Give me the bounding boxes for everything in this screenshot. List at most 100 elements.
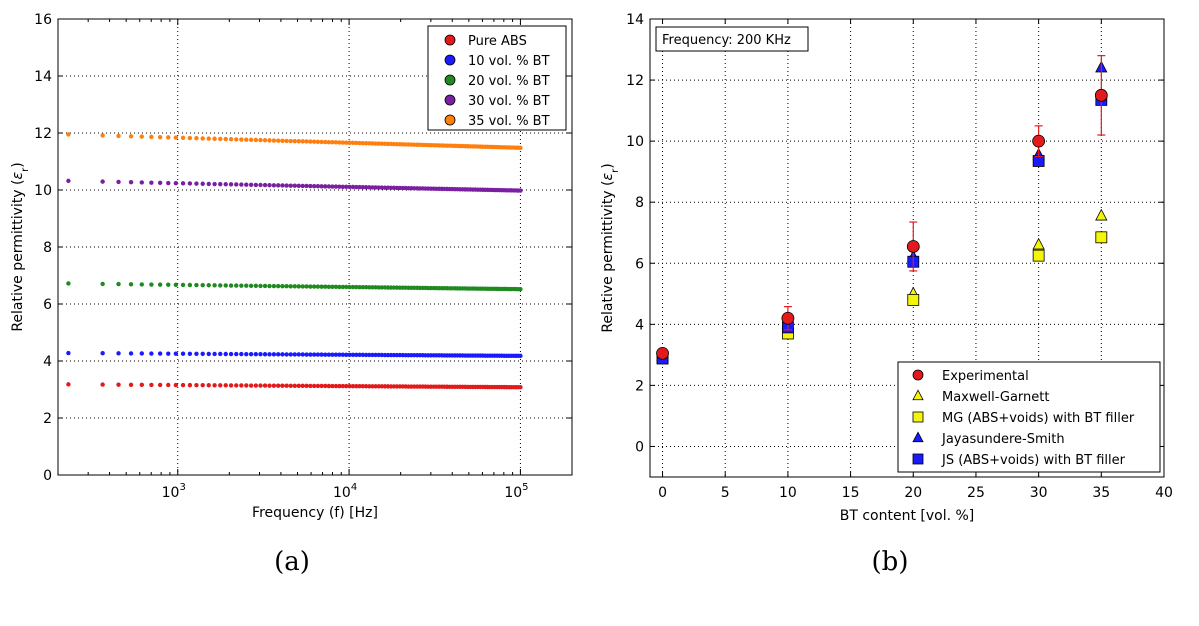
panel-a-plot-frame xyxy=(57,18,573,476)
data-point xyxy=(337,383,342,389)
data-point xyxy=(206,283,211,288)
panel-a-series-30-vol-bt xyxy=(66,178,523,193)
data-point xyxy=(100,179,105,184)
data-point xyxy=(206,351,211,357)
data-point xyxy=(276,383,281,388)
panel-b-ylabel: Relative permittivity (εr) xyxy=(600,163,621,332)
panel-b-y-tick-label: 12 xyxy=(626,73,644,89)
data-point xyxy=(518,385,523,390)
data-point xyxy=(382,384,388,389)
data-point xyxy=(258,137,263,143)
data-point xyxy=(253,383,259,388)
data-point xyxy=(518,145,523,151)
data-point xyxy=(382,185,388,190)
data-point xyxy=(239,182,244,187)
data-point xyxy=(206,136,211,141)
data-point xyxy=(367,285,372,290)
data-point xyxy=(234,182,239,187)
data-point xyxy=(244,137,249,142)
data-point xyxy=(304,139,309,144)
data-point xyxy=(367,141,372,146)
data-point xyxy=(323,139,328,145)
data-point xyxy=(323,352,328,357)
data-point xyxy=(271,352,277,357)
panel-b-x-tick-label: 30 xyxy=(1030,485,1048,501)
panel-b-series-experimental xyxy=(656,55,1108,360)
data-point xyxy=(326,184,332,189)
data-point xyxy=(200,351,205,357)
panel-b-legend-box xyxy=(897,361,1161,473)
data-point xyxy=(284,383,289,388)
data-point xyxy=(267,138,272,143)
panel-b-annotation: Frequency: 200 KHz xyxy=(655,26,809,52)
data-point xyxy=(244,283,249,288)
data-point xyxy=(330,383,335,389)
data-point xyxy=(253,283,259,289)
data-point xyxy=(518,353,523,359)
data-point xyxy=(354,383,359,389)
data-point xyxy=(344,352,349,357)
data-point xyxy=(157,134,163,140)
data-point xyxy=(315,184,321,189)
data-point xyxy=(354,284,359,290)
panel-b-ticks: 0 2 4 6 8 10 12 14 0 5 10 15 20 25 30 35 40 xyxy=(626,12,1173,501)
data-point xyxy=(288,183,293,188)
data-point xyxy=(239,351,244,357)
data-point xyxy=(344,383,349,389)
data-point xyxy=(330,140,335,145)
data-point xyxy=(244,383,249,388)
data-point xyxy=(288,383,293,388)
data-point xyxy=(296,183,301,189)
legend-label-30-vol-bt: 30 vol. % BT xyxy=(468,94,550,109)
data-point xyxy=(139,282,145,287)
data-point xyxy=(333,140,339,145)
data-point xyxy=(206,383,211,388)
data-point xyxy=(363,384,369,389)
data-point xyxy=(128,282,134,287)
data-point xyxy=(187,135,193,141)
data-point xyxy=(330,184,335,189)
panel-b-x-tick-label: 40 xyxy=(1155,485,1173,501)
panel-b-legend: Experimental Maxwell-Garnett MG (ABS+voids… xyxy=(897,361,1161,473)
data-point xyxy=(906,240,920,253)
data-point xyxy=(187,382,193,388)
data-point xyxy=(212,383,217,388)
data-point xyxy=(149,134,154,140)
data-point xyxy=(223,136,228,142)
data-point xyxy=(166,180,171,186)
data-point xyxy=(360,384,366,389)
data-point xyxy=(288,138,293,144)
legend-marker-30-vol-bt xyxy=(444,94,456,106)
data-point xyxy=(248,182,254,187)
data-point xyxy=(344,284,349,290)
data-point xyxy=(370,285,375,290)
data-point xyxy=(347,284,352,290)
data-point xyxy=(212,181,217,187)
data-point xyxy=(228,137,234,142)
panel-a-legend: Pure ABS 10 vol. % BT 20 vol. % BT 30 vol. … xyxy=(427,25,567,131)
data-point xyxy=(194,181,199,186)
legend-label-20-vol-bt: 20 vol. % BT xyxy=(468,74,550,89)
data-point xyxy=(280,283,285,289)
data-point xyxy=(340,352,346,357)
data-point xyxy=(304,383,309,389)
data-point xyxy=(239,283,244,288)
legend-label-experimental: Experimental xyxy=(942,369,1029,384)
panel-b-x-tick-label: 25 xyxy=(967,485,985,501)
panel-a-series-10-vol-bt xyxy=(66,350,523,359)
data-point xyxy=(323,284,328,289)
data-point xyxy=(157,382,163,388)
data-point xyxy=(350,383,356,389)
data-point xyxy=(382,352,388,358)
data-point xyxy=(100,281,105,287)
panel-b-x-tick-label: 5 xyxy=(721,485,730,501)
panel-a-series-pure-abs xyxy=(66,382,523,390)
data-point xyxy=(276,183,281,188)
data-point xyxy=(244,351,249,357)
data-point xyxy=(173,135,179,140)
data-point xyxy=(308,284,313,289)
data-point xyxy=(128,180,134,185)
data-point xyxy=(149,382,154,388)
data-point xyxy=(363,185,369,190)
data-point xyxy=(379,352,384,358)
